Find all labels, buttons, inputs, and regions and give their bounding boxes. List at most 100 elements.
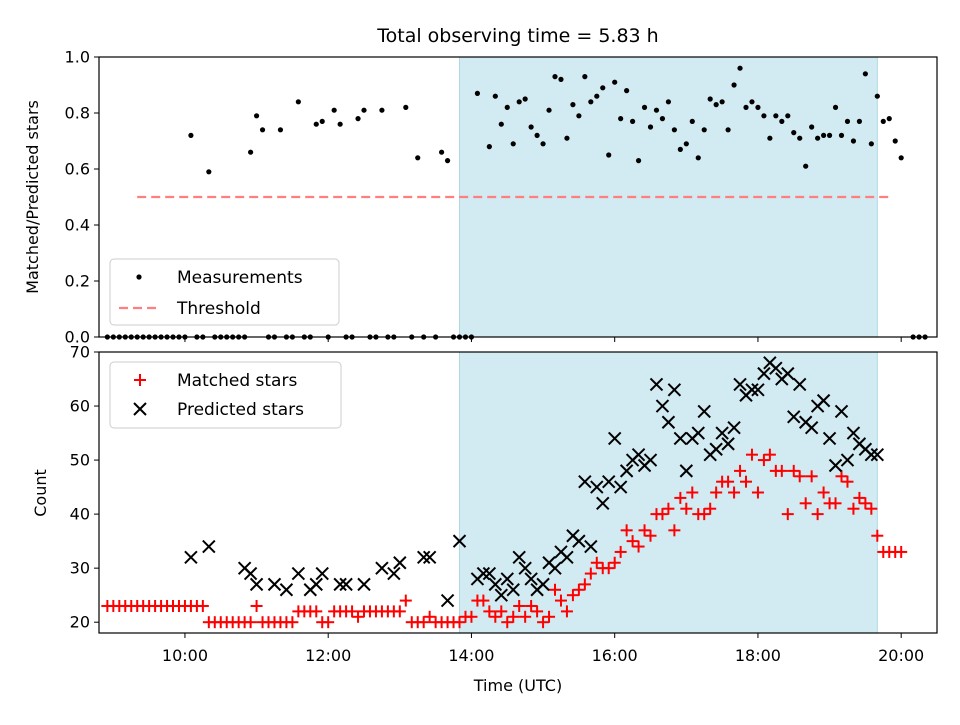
predicted-marker-b <box>602 474 616 489</box>
measurement-point <box>576 113 582 119</box>
predicted-star-point <box>184 550 198 565</box>
measurement-point <box>803 163 809 169</box>
predicted-marker-b <box>697 404 711 419</box>
measurement-point <box>743 104 749 110</box>
predicted-star-point <box>375 561 389 575</box>
x-tick-label: 18:00 <box>735 646 781 665</box>
measurement-point <box>832 104 839 110</box>
measurement-point <box>259 127 266 133</box>
predicted-star-point <box>613 480 628 494</box>
predicted-star-point <box>834 404 849 419</box>
predicted-marker-b <box>781 366 795 381</box>
matched-star-point <box>286 616 299 629</box>
y-tick-label: 50 <box>70 451 90 470</box>
predicted-star-point <box>840 453 855 467</box>
predicted-star-point <box>357 577 371 592</box>
matched-star-point <box>644 529 657 542</box>
predicted-star-point <box>649 377 664 392</box>
predicted-marker-b <box>596 496 610 511</box>
measurement-point <box>844 118 851 124</box>
measurement-point <box>629 118 636 124</box>
measurement-point <box>701 127 707 133</box>
predicted-star-point <box>267 577 282 592</box>
measurement-point <box>838 132 845 138</box>
matched-star-point <box>811 508 824 521</box>
matched-star-point <box>417 616 430 629</box>
predicted-marker-b <box>769 361 783 375</box>
predicted-marker-b <box>506 583 520 597</box>
matched-star-point <box>489 610 502 623</box>
predicted-marker-b <box>357 577 371 592</box>
measurement-point <box>277 127 284 133</box>
measurement-point <box>689 118 695 124</box>
measurement-point <box>761 113 767 119</box>
measurement-point <box>737 65 743 71</box>
predicted-marker-b <box>631 447 646 462</box>
measurement-point <box>779 118 785 124</box>
predicted-star-point <box>476 566 491 581</box>
measurement-point <box>665 99 672 105</box>
y-tick-label: 0.2 <box>65 272 90 291</box>
predicted-star-point <box>596 496 610 511</box>
predicted-marker-b <box>291 566 306 581</box>
matched-star-point <box>656 508 669 521</box>
predicted-marker-b <box>721 437 735 451</box>
predicted-star-point <box>512 550 526 565</box>
measurement-point <box>337 121 343 127</box>
y-tick-label: 0.4 <box>65 216 90 235</box>
predicted-star-point <box>715 426 729 440</box>
x-tick-label: 10:00 <box>162 646 208 665</box>
legend-matched-label: Matched stars <box>177 371 297 391</box>
predicted-star-point <box>333 577 347 592</box>
measurement-point <box>253 113 260 119</box>
predicted-marker-b <box>488 577 503 592</box>
legend-predicted-marker <box>133 402 147 416</box>
matched-star-point <box>698 508 711 521</box>
predicted-star-point <box>482 566 497 581</box>
chart-title: Total observing time = 5.83 h <box>376 25 658 47</box>
predicted-marker-b <box>482 566 497 581</box>
y-tick-label: 70 <box>70 343 90 362</box>
matched-star-point <box>722 475 735 488</box>
x-tick-label: 20:00 <box>878 646 924 665</box>
predicted-marker-b <box>243 566 258 581</box>
measurement-point <box>600 85 606 91</box>
measurement-point <box>862 71 868 77</box>
matched-star-point <box>775 464 788 477</box>
measurement-point <box>206 169 212 175</box>
predicted-star-point <box>793 377 807 392</box>
predicted-marker-b <box>757 366 771 381</box>
matched-star-point <box>572 583 585 596</box>
y-tick-label: 20 <box>70 613 90 632</box>
predicted-star-point <box>536 577 550 592</box>
measurement-point <box>791 130 797 136</box>
predicted-star-point <box>822 431 837 446</box>
predicted-marker-b <box>494 588 508 602</box>
measurement-point <box>319 118 325 124</box>
matched-star-point <box>728 486 741 499</box>
matched-star-point <box>829 497 842 510</box>
matched-star-point <box>560 605 573 618</box>
matched-star-point <box>865 502 878 515</box>
predicted-star-point <box>452 534 467 548</box>
matched-star-point <box>632 540 645 553</box>
matched-star-point <box>626 535 639 548</box>
predicted-star-point <box>787 410 801 424</box>
predicted-marker-b <box>279 583 294 597</box>
matched-star-point <box>322 616 335 629</box>
measurement-point <box>749 99 755 105</box>
predicted-star-point <box>745 383 759 397</box>
measurement-point <box>540 141 546 147</box>
matched-star-point <box>781 508 794 521</box>
predicted-star-point <box>339 577 353 592</box>
predicted-marker-b <box>267 577 282 592</box>
ratio-axes: 0.0 0.2 0.4 0.6 0.8 1.0 Matched/Predicted sta… <box>23 48 938 347</box>
measurement-point <box>570 102 576 108</box>
predicted-marker-b <box>822 431 837 446</box>
predicted-marker-b <box>184 550 198 565</box>
measurement-point <box>815 135 821 141</box>
measurement-point <box>498 121 504 127</box>
measurement-point <box>588 99 594 105</box>
measurement-point <box>719 99 725 105</box>
matched-star-point <box>787 464 800 477</box>
